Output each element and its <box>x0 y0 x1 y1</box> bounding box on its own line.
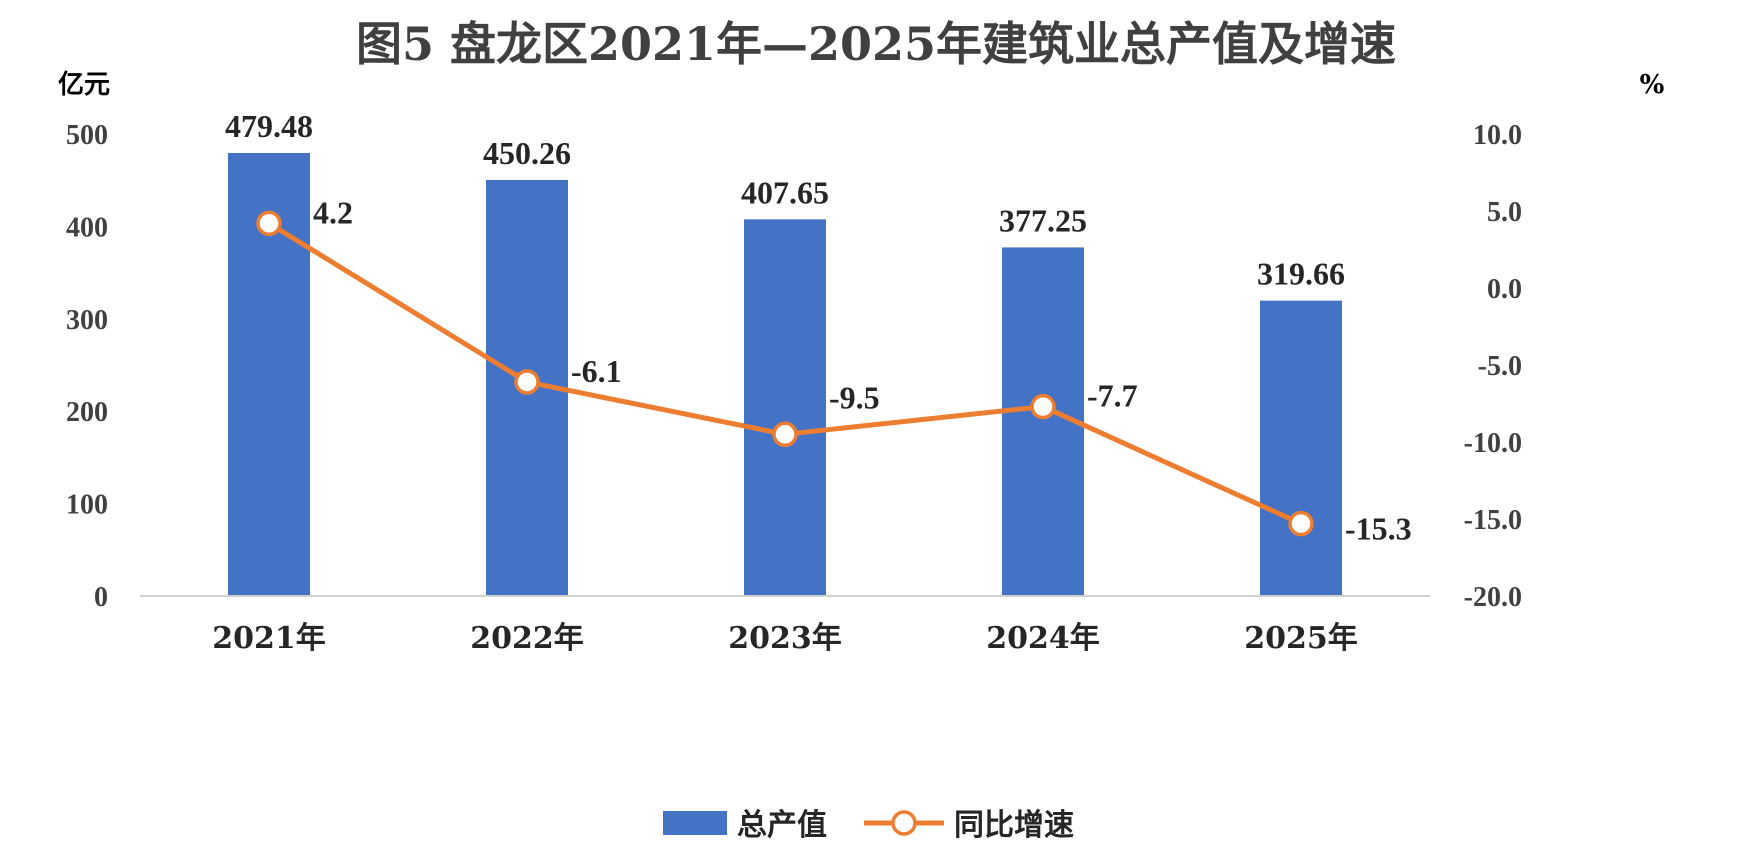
chart-title: 图5 盘龙区2021年—2025年建筑业总产值及增速 <box>356 17 1396 71</box>
right-tick-label: 5.0 <box>1487 197 1522 228</box>
line-data-labels: 4.2 -6.1 -9.5 -7.7 -15.3 <box>313 194 1412 546</box>
line-data-label: 4.2 <box>313 194 353 230</box>
right-tick-label: -20.0 <box>1464 582 1522 613</box>
right-tick-label: 0.0 <box>1487 274 1522 305</box>
line-data-label: -9.5 <box>829 379 880 415</box>
bar <box>744 219 826 596</box>
legend: 总产值 同比增速 <box>663 808 1074 843</box>
line-data-label: -6.1 <box>571 353 622 389</box>
category-label: 2022年 <box>470 621 584 656</box>
bar-data-label: 377.25 <box>999 202 1087 238</box>
right-tick-label: -15.0 <box>1464 505 1522 536</box>
bar-series <box>228 152 1342 596</box>
right-axis-ticks: -20.0 -15.0 -10.0 -5.0 0.0 5.0 10.0 <box>1464 120 1522 613</box>
bar-data-label: 479.48 <box>225 108 313 144</box>
category-label: 2024年 <box>986 621 1100 656</box>
right-axis-unit: % <box>1640 70 1665 100</box>
left-tick-label: 100 <box>66 490 108 521</box>
line-series <box>256 210 1314 537</box>
line-point <box>514 369 540 395</box>
right-tick-label: 10.0 <box>1473 120 1522 151</box>
line-point <box>256 210 282 237</box>
line-data-label: -15.3 <box>1345 511 1412 547</box>
bar-data-label: 319.66 <box>1257 256 1345 292</box>
line-point <box>1288 510 1314 537</box>
legend-bar-label: 总产值 <box>737 808 827 843</box>
legend-bar-swatch <box>663 811 727 835</box>
line-point <box>1030 393 1056 420</box>
right-tick-label: -5.0 <box>1478 351 1522 382</box>
left-tick-label: 200 <box>66 397 108 428</box>
x-axis-categories: 2021年 2022年 2023年 2024年 2025年 <box>212 621 1358 656</box>
line-point <box>772 421 798 448</box>
left-tick-label: 500 <box>66 120 108 151</box>
bar-data-labels: 479.48 450.26 407.65 377.25 319.66 <box>225 108 1345 292</box>
left-tick-label: 400 <box>66 212 108 243</box>
left-axis-ticks: 0 100 200 300 400 500 <box>66 120 108 613</box>
left-axis-unit: 亿元 <box>58 70 110 100</box>
legend-line-label: 同比增速 <box>954 808 1074 843</box>
category-label: 2023年 <box>728 621 842 656</box>
bar-data-label: 450.26 <box>483 135 571 171</box>
left-tick-label: 0 <box>94 582 108 613</box>
category-label: 2021年 <box>212 621 326 656</box>
bar-data-label: 407.65 <box>741 174 829 210</box>
category-label: 2025年 <box>1244 621 1358 656</box>
legend-line-marker <box>891 810 917 836</box>
bar <box>1260 300 1342 596</box>
line-data-label: -7.7 <box>1087 378 1138 414</box>
left-tick-label: 300 <box>66 305 108 336</box>
right-tick-label: -10.0 <box>1464 428 1522 459</box>
